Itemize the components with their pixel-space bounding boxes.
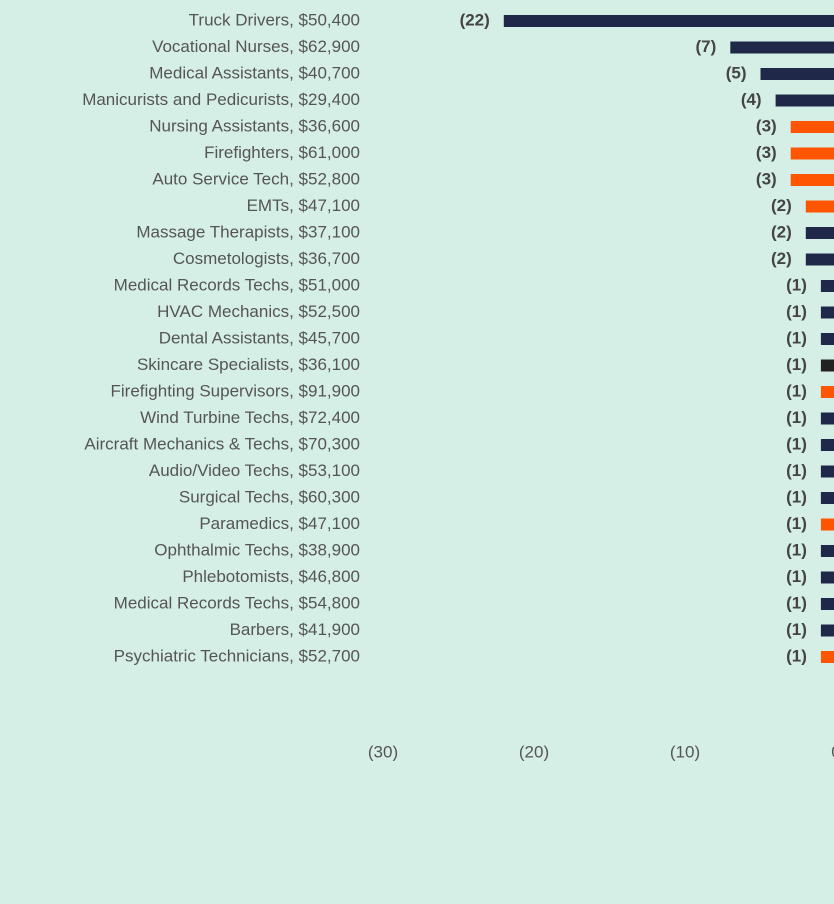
value-label: (1) [786,487,807,506]
bar [790,147,834,160]
value-label: (2) [771,249,792,268]
x-tick-label: (10) [670,742,700,761]
value-label: (1) [786,381,807,400]
bar [820,518,834,531]
category-label: Phlebotomists, $46,800 [182,567,360,586]
category-label: Audio/Video Techs, $53,100 [149,461,360,480]
value-label: (2) [771,222,792,241]
category-label: Dental Assistants, $45,700 [159,328,360,347]
category-label: Barbers, $41,900 [230,620,360,639]
bar [820,545,834,557]
value-label: (1) [786,355,807,374]
bar [820,624,834,637]
category-label: Skincare Specialists, $36,100 [137,355,360,374]
value-label: (1) [786,514,807,533]
bar [730,41,834,54]
category-label: Auto Service Tech, $52,800 [152,169,360,188]
category-label: Firefighting Supervisors, $91,900 [111,381,360,400]
category-label: Massage Therapists, $37,100 [136,222,360,241]
category-label: EMTs, $47,100 [247,196,360,215]
value-label: (1) [786,620,807,639]
bar [820,280,834,292]
bar [820,465,834,478]
value-label: (1) [786,646,807,665]
bar [820,412,834,425]
bar [805,227,834,239]
value-label: (1) [786,408,807,427]
value-label: (1) [786,540,807,559]
category-label: HVAC Mechanics, $52,500 [157,302,360,321]
category-label: Medical Records Techs, $54,800 [114,593,360,612]
bar [805,200,834,213]
x-tick-label: (20) [519,742,549,761]
category-label: Cosmetologists, $36,700 [173,249,360,268]
value-label: (3) [756,143,777,162]
bar [820,386,834,398]
value-label: (1) [786,328,807,347]
value-label: (1) [786,461,807,480]
value-label: (1) [786,434,807,453]
bar [775,94,834,107]
category-label: Ophthalmic Techs, $38,900 [154,540,360,559]
value-label: (1) [786,567,807,586]
category-label: Firefighters, $61,000 [204,143,360,162]
x-tick-label: (30) [368,742,398,761]
value-label: (22) [460,10,490,29]
category-label: Vocational Nurses, $62,900 [152,37,360,56]
value-label: (1) [786,275,807,294]
value-label: (5) [726,63,747,82]
value-label: (7) [696,37,717,56]
bar [760,68,834,80]
bar [820,598,834,610]
category-label: Truck Drivers, $50,400 [189,10,360,29]
value-label: (1) [786,593,807,612]
bar [820,571,834,584]
value-label: (2) [771,196,792,215]
value-label: (3) [756,116,777,135]
category-label: Nursing Assistants, $36,600 [149,116,360,135]
bar [820,439,834,451]
value-label: (4) [741,90,762,109]
bar [820,651,834,663]
bar [820,492,834,504]
bar [820,306,834,319]
category-label: Wind Turbine Techs, $72,400 [140,408,360,427]
bar [805,253,834,266]
x-tick-label: 0 [831,742,834,761]
category-label: Manicurists and Pedicurists, $29,400 [82,90,360,109]
category-label: Medical Records Techs, $51,000 [114,275,360,294]
category-label: Surgical Techs, $60,300 [179,487,360,506]
category-label: Aircraft Mechanics & Techs, $70,300 [84,434,360,453]
bar [790,174,834,186]
bar [820,359,834,372]
bar [790,121,834,133]
bar [503,15,834,27]
bar [820,333,834,345]
category-label: Paramedics, $47,100 [199,514,360,533]
value-label: (3) [756,169,777,188]
value-label: (1) [786,302,807,321]
category-label: Psychiatric Technicians, $52,700 [114,646,360,665]
category-label: Medical Assistants, $40,700 [149,63,360,82]
